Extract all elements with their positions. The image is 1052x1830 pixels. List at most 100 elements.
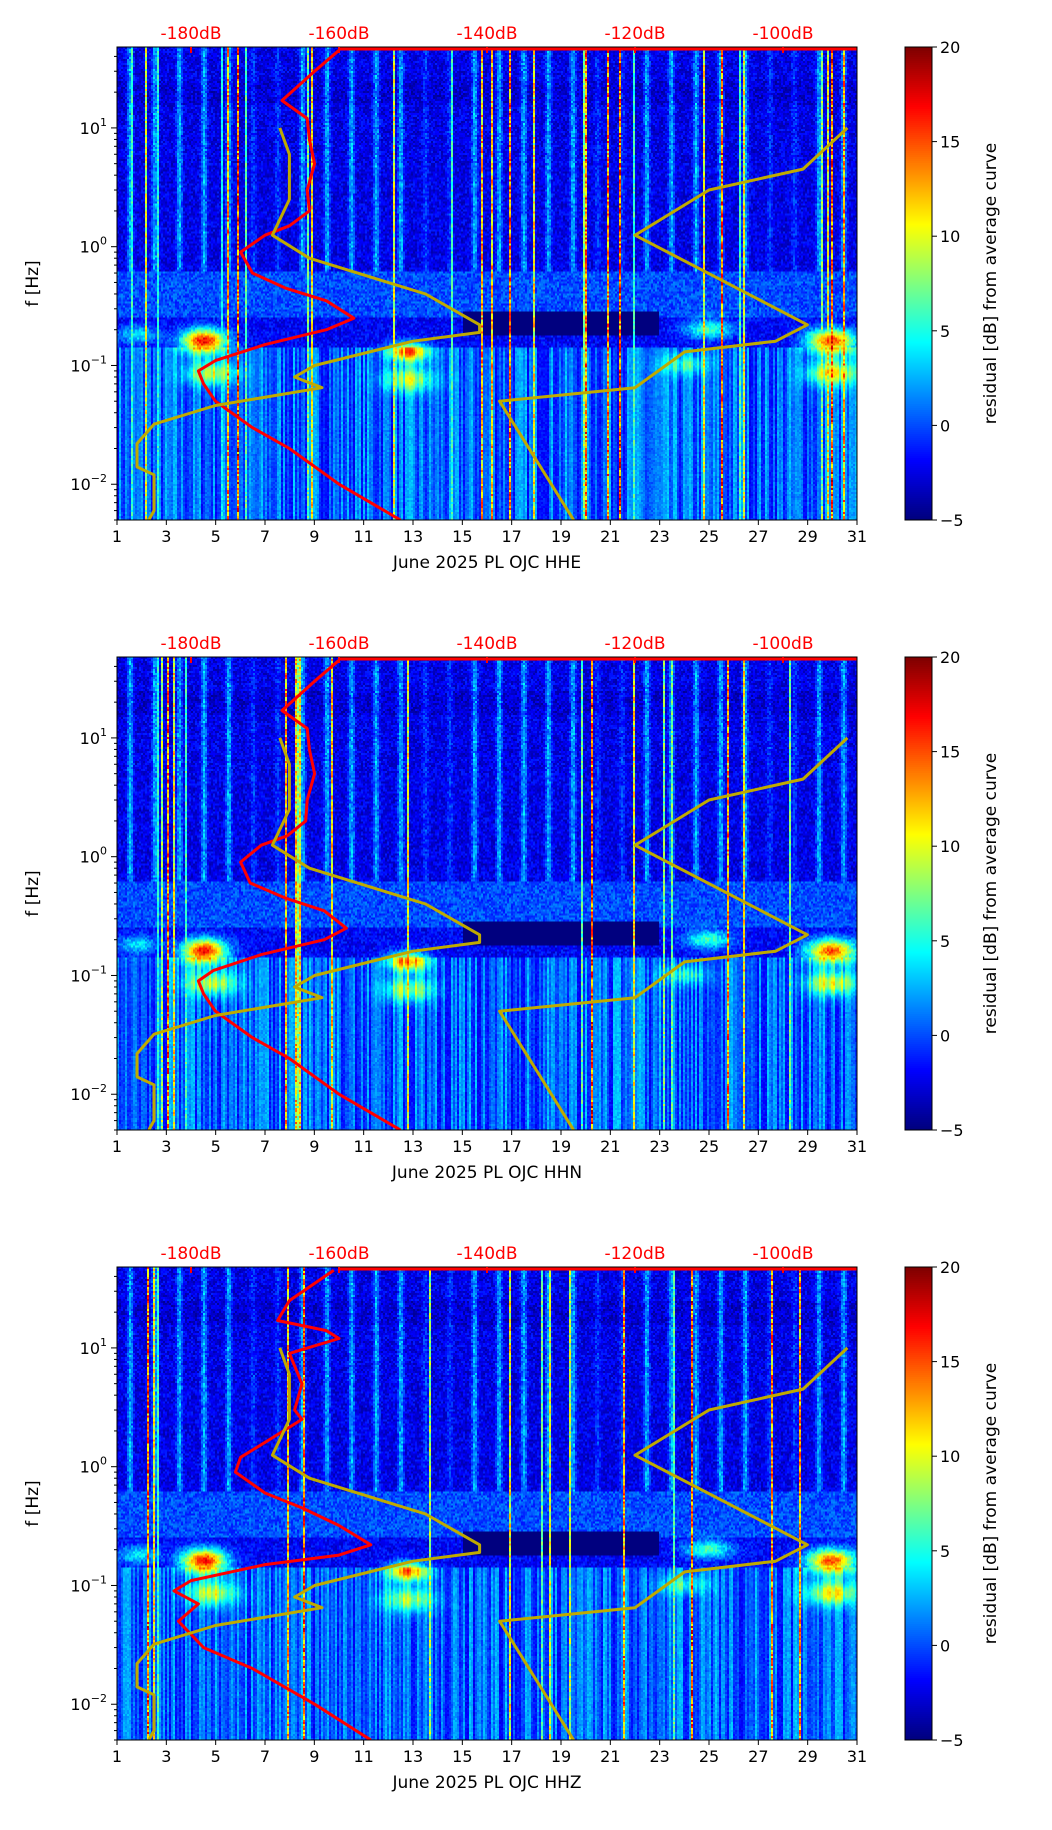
colorbar-tick-label: −5	[940, 1121, 964, 1140]
plot-frame	[116, 656, 858, 1131]
y-tick-base: 10	[80, 848, 100, 867]
x-tick-label: 15	[452, 527, 472, 546]
y-axis-label: f [Hz]	[23, 870, 43, 916]
y-tick-label: 101	[80, 116, 107, 138]
x-tick-label: 1	[112, 527, 122, 546]
nhnm-curve	[498, 126, 849, 520]
y-tick-label: 10−2	[70, 1692, 107, 1714]
colorbar-label: residual [dB] from average curve	[981, 1363, 1001, 1644]
colorbar-frame	[904, 46, 933, 521]
x-tick-label: 23	[649, 1747, 669, 1766]
spectrogram-heatmap	[117, 657, 857, 1130]
y-tick-label: 101	[80, 726, 107, 748]
x-tick-label: 17	[501, 1747, 521, 1766]
nlnm-curve	[135, 1347, 482, 1740]
colorbar-tick-label: 15	[940, 1353, 960, 1372]
y-tick-base: 10	[70, 1695, 90, 1714]
colorbar	[905, 1267, 932, 1740]
x-tick-label: 31	[847, 527, 867, 546]
colorbar-frame	[904, 1266, 933, 1741]
x-tick-label: 19	[551, 527, 571, 546]
x-tick-label: 19	[551, 1137, 571, 1156]
psd-curve	[196, 49, 402, 520]
x-tick-label: 3	[161, 1747, 171, 1766]
x-tick-label: 11	[353, 527, 373, 546]
colorbar-tick-label: 10	[940, 227, 960, 246]
nlnm-curve	[135, 127, 482, 520]
x-tick-label: 1	[112, 1137, 122, 1156]
y-tick-base: 10	[70, 475, 90, 494]
x-tick-label: 31	[847, 1137, 867, 1156]
top-db-tick-label: -140dB	[456, 634, 517, 654]
x-tick-label: 25	[699, 1137, 719, 1156]
y-tick-label: 100	[80, 235, 107, 257]
top-db-tick-label: -180dB	[160, 1244, 221, 1264]
y-tick-exponent: 1	[100, 1336, 107, 1349]
colorbar-tick-label: 15	[940, 743, 960, 762]
y-tick-exponent: 0	[100, 845, 107, 858]
x-tick-label: 7	[260, 1137, 270, 1156]
y-tick-exponent: −1	[91, 963, 107, 976]
spectrogram-panel-hhe: 1 3 5 7 9 11 13 15 17 19 21 23 25 27 29 31 June 2025 PL …	[0, 0, 1052, 610]
top-db-tick-label: -180dB	[160, 634, 221, 654]
x-tick-label: 9	[309, 1137, 319, 1156]
colorbar-tick-label: 10	[940, 837, 960, 856]
colorbar-label: residual [dB] from average curve	[981, 143, 1001, 424]
x-tick-label: 13	[403, 1137, 423, 1156]
plot-frame	[116, 46, 858, 521]
x-tick-label: 15	[452, 1747, 472, 1766]
y-axis-label: f [Hz]	[23, 1480, 43, 1526]
colorbar-tick-label: 0	[940, 1636, 950, 1655]
colorbar-tick-label: 0	[940, 416, 950, 435]
nhnm-curve	[498, 1346, 849, 1740]
y-tick-exponent: −1	[91, 1573, 107, 1586]
psd-curve	[196, 659, 402, 1130]
top-db-tick-label: -100dB	[752, 1244, 813, 1264]
top-db-tick-label: -160dB	[308, 24, 369, 44]
x-tick-label: 23	[649, 1137, 669, 1156]
nhnm-curve	[498, 736, 849, 1130]
x-tick-label: 15	[452, 1137, 472, 1156]
y-tick-label: 100	[80, 845, 107, 867]
y-tick-exponent: −2	[91, 1692, 107, 1705]
colorbar	[905, 47, 932, 520]
top-db-tick-label: -120dB	[604, 1244, 665, 1264]
x-tick-label: 29	[797, 1137, 817, 1156]
colorbar-tick-label: 0	[940, 1026, 950, 1045]
x-tick-label: 11	[353, 1747, 373, 1766]
colorbar	[905, 657, 932, 1130]
colorbar-tick-label: 5	[940, 1542, 950, 1561]
y-tick-base: 10	[70, 1085, 90, 1104]
x-tick-label: 21	[600, 1747, 620, 1766]
plot-frame	[116, 1266, 858, 1741]
y-tick-exponent: 0	[100, 1455, 107, 1468]
y-tick-base: 10	[70, 356, 90, 375]
y-tick-label: 101	[80, 1336, 107, 1358]
top-db-tick-label: -120dB	[604, 634, 665, 654]
y-axis-label: f [Hz]	[23, 260, 43, 306]
y-tick-label: 10−2	[70, 1082, 107, 1104]
colorbar-tick-label: −5	[940, 1731, 964, 1750]
x-tick-label: 7	[260, 527, 270, 546]
x-tick-label: 9	[309, 527, 319, 546]
y-tick-base: 10	[80, 238, 100, 257]
x-tick-label: 9	[309, 1747, 319, 1766]
y-tick-base: 10	[70, 966, 90, 985]
colorbar-tick-label: 5	[940, 932, 950, 951]
y-tick-base: 10	[80, 1339, 100, 1358]
top-db-tick-label: -160dB	[308, 1244, 369, 1264]
x-tick-label: 11	[353, 1137, 373, 1156]
y-tick-base: 10	[70, 1576, 90, 1595]
top-db-tick-label: -140dB	[456, 24, 517, 44]
spectrogram-panel-hhz: 1 3 5 7 9 11 13 15 17 19 21 23 25 27 29 31 June 2025 PL …	[0, 1220, 1052, 1830]
x-tick-label: 21	[600, 1137, 620, 1156]
colorbar-tick-label: 5	[940, 322, 950, 341]
y-tick-label: 10−1	[70, 353, 107, 375]
colorbar-label: residual [dB] from average curve	[981, 753, 1001, 1034]
x-tick-label: 29	[797, 1747, 817, 1766]
x-tick-label: 5	[211, 1137, 221, 1156]
y-tick-label: 100	[80, 1455, 107, 1477]
